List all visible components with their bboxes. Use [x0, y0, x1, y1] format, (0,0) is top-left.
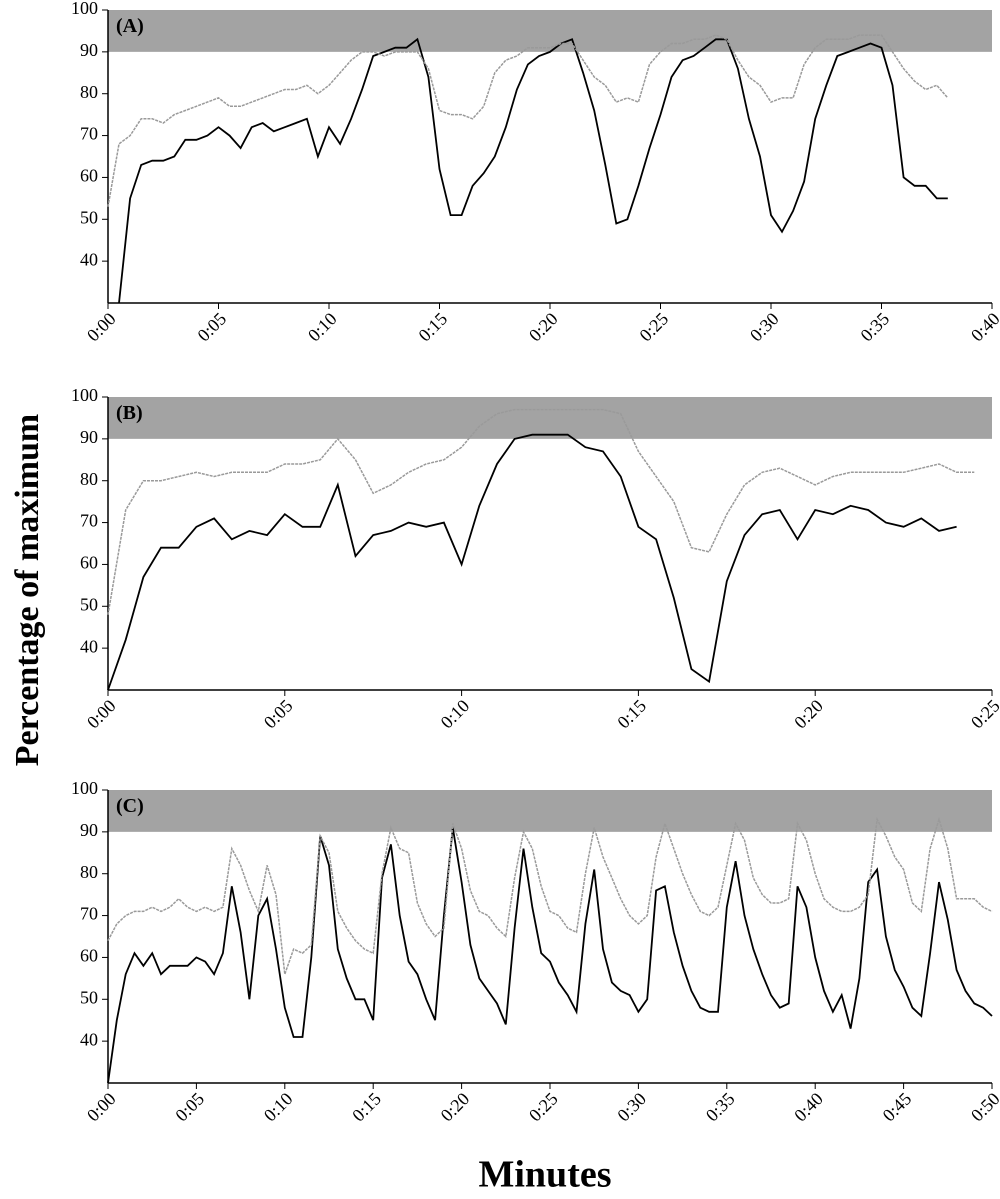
- x-tick-label: 0:20: [525, 309, 562, 346]
- y-tick-label: 100: [71, 385, 98, 405]
- x-tick-label: 0:10: [437, 696, 474, 733]
- x-tick-label: 0:35: [702, 1089, 739, 1126]
- x-tick-label: 0:25: [525, 1089, 562, 1126]
- y-tick-label: 80: [80, 862, 98, 882]
- x-tick-label: 0:15: [613, 696, 650, 733]
- data-line: [118, 37, 948, 304]
- x-tick-label: 0:10: [260, 1089, 297, 1126]
- target-band: [108, 397, 992, 439]
- x-tick-label: 0:40: [790, 1089, 827, 1126]
- y-tick-label: 70: [80, 124, 98, 144]
- x-tick-label: 0:00: [83, 309, 120, 346]
- y-tick-label: 50: [80, 594, 98, 614]
- x-tick-label: 0:15: [414, 309, 451, 346]
- y-tick-label: 70: [80, 904, 98, 924]
- x-tick-label: 0:45: [879, 1089, 916, 1126]
- x-tick-label: 0:35: [856, 309, 893, 346]
- panel-label: (B): [116, 402, 143, 424]
- x-axis-label: Minutes: [479, 1154, 612, 1196]
- target-band: [108, 10, 992, 52]
- panel-label: (A): [116, 15, 144, 37]
- x-tick-label: 0:30: [746, 309, 783, 346]
- data-line: [107, 408, 975, 615]
- y-axis-label: Percentage of maximum: [9, 414, 46, 766]
- data-line: [107, 433, 957, 691]
- y-tick-label: 60: [80, 946, 98, 966]
- y-tick-label: 100: [71, 0, 98, 18]
- y-tick-label: 100: [71, 778, 98, 798]
- data-line: [107, 827, 993, 1084]
- x-tick-label: 0:05: [171, 1089, 208, 1126]
- data-line: [107, 816, 993, 975]
- x-tick-label: 0:00: [83, 1089, 120, 1126]
- x-tick-label: 0:30: [613, 1089, 650, 1126]
- target-band: [108, 790, 992, 832]
- y-tick-label: 50: [80, 207, 98, 227]
- x-tick-label: 0:20: [437, 1089, 474, 1126]
- y-tick-label: 80: [80, 469, 98, 489]
- x-tick-label: 0:25: [635, 309, 672, 346]
- y-tick-label: 90: [80, 820, 98, 840]
- y-tick-label: 90: [80, 427, 98, 447]
- x-tick-label: 0:10: [304, 309, 341, 346]
- x-tick-label: 0:20: [790, 696, 827, 733]
- y-tick-label: 60: [80, 166, 98, 186]
- y-tick-label: 90: [80, 40, 98, 60]
- y-tick-label: 40: [80, 1029, 98, 1049]
- x-tick-label: 0:25: [967, 696, 1000, 733]
- x-tick-label: 0:40: [967, 309, 1000, 346]
- x-tick-label: 0:05: [260, 696, 297, 733]
- panel-label: (C): [116, 795, 144, 817]
- y-tick-label: 40: [80, 636, 98, 656]
- data-line: [107, 34, 949, 207]
- y-tick-label: 80: [80, 82, 98, 102]
- y-tick-label: 60: [80, 553, 98, 573]
- x-tick-label: 0:00: [83, 696, 120, 733]
- x-tick-label: 0:05: [193, 309, 230, 346]
- y-tick-label: 40: [80, 249, 98, 269]
- x-tick-label: 0:15: [348, 1089, 385, 1126]
- x-tick-label: 0:50: [967, 1089, 1000, 1126]
- y-tick-label: 70: [80, 511, 98, 531]
- y-tick-label: 50: [80, 987, 98, 1007]
